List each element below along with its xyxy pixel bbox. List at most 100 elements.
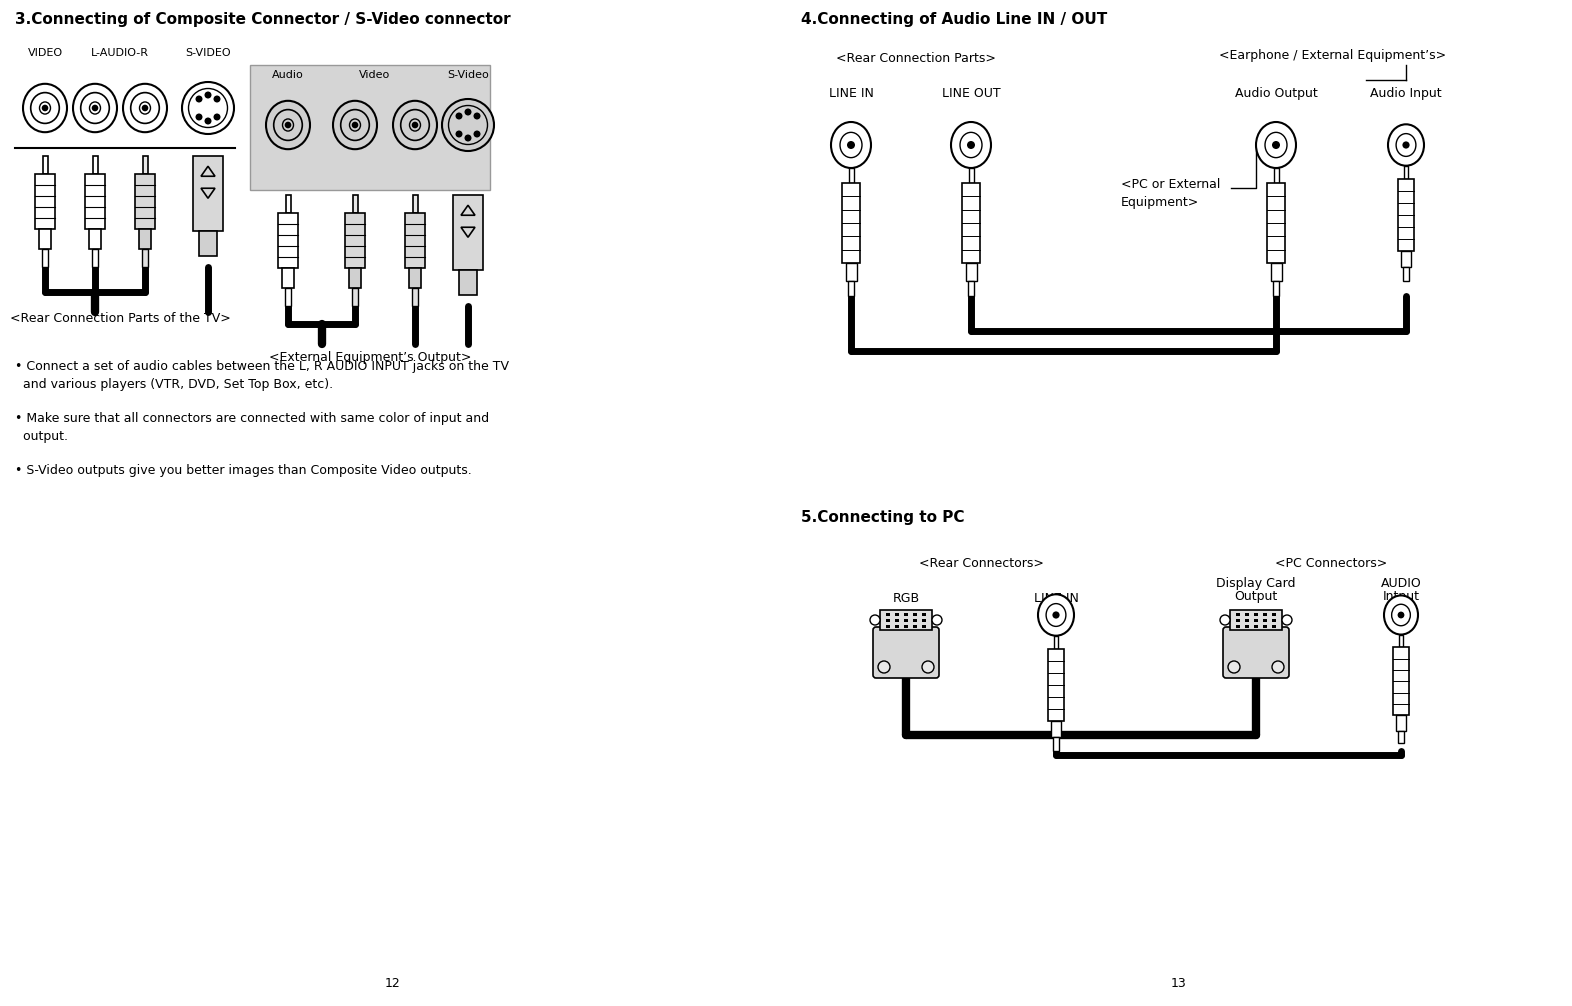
Bar	[1245, 625, 1250, 628]
Bar	[39, 229, 50, 249]
Bar	[923, 613, 926, 616]
Bar	[1396, 715, 1405, 730]
Bar	[968, 168, 973, 183]
Circle shape	[869, 615, 880, 625]
FancyBboxPatch shape	[1223, 627, 1289, 678]
Circle shape	[967, 141, 975, 149]
Ellipse shape	[72, 83, 116, 132]
Circle shape	[204, 92, 212, 99]
Text: Intput: Intput	[1382, 590, 1420, 603]
Ellipse shape	[1388, 125, 1424, 166]
Bar	[904, 625, 909, 628]
Circle shape	[879, 661, 890, 673]
Bar	[894, 625, 899, 628]
Bar	[1254, 613, 1258, 616]
Bar	[1262, 613, 1267, 616]
Circle shape	[214, 114, 220, 121]
Bar	[1245, 613, 1250, 616]
Bar	[1273, 281, 1280, 296]
Ellipse shape	[1038, 595, 1074, 636]
Bar	[887, 613, 890, 616]
Bar	[1398, 179, 1415, 252]
Bar	[880, 610, 932, 630]
Bar	[138, 229, 151, 249]
Text: VIDEO: VIDEO	[27, 48, 63, 58]
Bar	[412, 195, 418, 213]
Text: L-AUDIO-R: L-AUDIO-R	[91, 48, 149, 58]
Bar	[35, 174, 55, 229]
Circle shape	[473, 113, 481, 120]
Bar	[968, 281, 975, 296]
Bar	[200, 231, 217, 256]
Bar	[1236, 613, 1240, 616]
Text: • Connect a set of audio cables between the L, R AUDIO INPUT jacks on the TV: • Connect a set of audio cables between …	[16, 360, 509, 373]
Ellipse shape	[1383, 596, 1418, 635]
Text: Audio Input: Audio Input	[1371, 87, 1442, 100]
Bar	[1053, 737, 1058, 750]
Bar	[42, 156, 47, 174]
Bar	[1052, 721, 1061, 737]
Circle shape	[412, 122, 418, 129]
Bar	[281, 268, 294, 288]
Ellipse shape	[24, 83, 68, 132]
Circle shape	[464, 135, 472, 142]
Bar	[1401, 252, 1412, 268]
Text: <Rear Connection Parts of the TV>: <Rear Connection Parts of the TV>	[9, 312, 231, 325]
Ellipse shape	[31, 93, 60, 124]
Circle shape	[923, 661, 934, 673]
Ellipse shape	[130, 93, 159, 124]
Bar	[913, 619, 916, 622]
Ellipse shape	[1396, 134, 1416, 156]
Circle shape	[214, 96, 220, 103]
Text: Output: Output	[1234, 590, 1278, 603]
Ellipse shape	[832, 122, 871, 168]
Circle shape	[1228, 661, 1240, 673]
Ellipse shape	[90, 102, 101, 114]
Bar	[1267, 183, 1284, 263]
Ellipse shape	[393, 101, 437, 149]
Ellipse shape	[274, 110, 302, 141]
Text: <External Equipment’s Output>: <External Equipment’s Output>	[269, 351, 472, 364]
Text: • Make sure that all connectors are connected with same color of input and: • Make sure that all connectors are conn…	[16, 412, 489, 425]
Bar	[141, 249, 148, 267]
Circle shape	[1398, 612, 1404, 619]
Text: Video: Video	[360, 70, 390, 80]
Text: <Rear Connectors>: <Rear Connectors>	[918, 557, 1044, 570]
Bar	[913, 625, 916, 628]
Bar	[193, 156, 223, 231]
Bar	[459, 270, 476, 295]
Circle shape	[204, 118, 212, 125]
Bar	[135, 174, 156, 229]
Bar	[965, 263, 976, 281]
Bar	[406, 213, 424, 268]
Circle shape	[195, 96, 203, 103]
Bar	[42, 249, 49, 267]
Bar	[93, 249, 97, 267]
Bar	[143, 156, 148, 174]
Bar	[1393, 647, 1409, 715]
Bar	[904, 613, 909, 616]
Bar	[412, 288, 418, 306]
Bar	[344, 213, 365, 268]
Circle shape	[141, 105, 148, 112]
Text: <Rear Connection Parts>: <Rear Connection Parts>	[836, 52, 997, 65]
Ellipse shape	[960, 133, 982, 158]
Ellipse shape	[266, 101, 310, 149]
Ellipse shape	[1256, 122, 1295, 168]
Bar	[887, 625, 890, 628]
Bar	[93, 156, 97, 174]
Bar	[913, 613, 916, 616]
Bar	[286, 195, 291, 213]
Circle shape	[285, 122, 291, 129]
Bar	[285, 288, 291, 306]
Bar	[843, 183, 860, 263]
Circle shape	[42, 105, 49, 112]
FancyBboxPatch shape	[872, 627, 938, 678]
Circle shape	[195, 114, 203, 121]
Text: 3.Connecting of Composite Connector / S-Video connector: 3.Connecting of Composite Connector / S-…	[16, 12, 511, 27]
Bar	[962, 183, 979, 263]
Text: 5.Connecting to PC: 5.Connecting to PC	[802, 510, 965, 525]
Ellipse shape	[341, 110, 369, 141]
Ellipse shape	[401, 110, 429, 141]
Ellipse shape	[333, 101, 377, 149]
